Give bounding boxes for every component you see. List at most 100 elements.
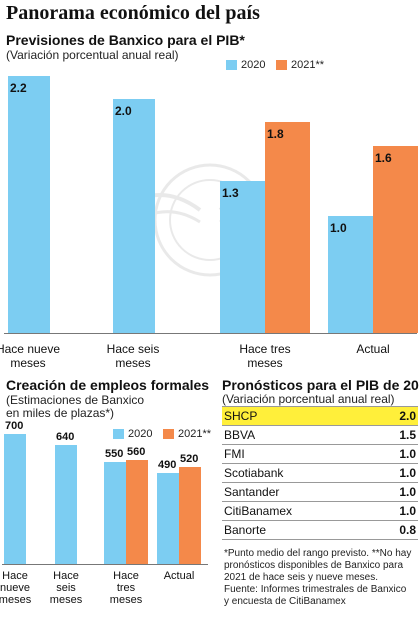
legend-label-2021: 2021** (178, 428, 212, 440)
legend-swatch-2021 (276, 60, 287, 70)
table-row: Scotiabank 1.0 (222, 464, 418, 483)
x-axis (2, 564, 208, 565)
data-label-2021: 560 (127, 445, 146, 458)
data-label-2021: 1.6 (375, 150, 392, 165)
data-label-2020: 490 (158, 458, 177, 471)
data-label-2020: 1.3 (222, 185, 239, 200)
category-label: Hace seis meses (88, 342, 178, 370)
forecast-table: SHCP 2.0 BBVA 1.5 FMI 1.0 Scotiabank 1.0 Santand… (222, 406, 418, 540)
data-label-2020: 640 (56, 430, 75, 443)
legend-swatch-2020 (113, 429, 124, 439)
jobs-legend-2020: 2020 (113, 428, 152, 440)
category-label: Actual (149, 570, 209, 582)
category-label: Actual (328, 342, 418, 356)
category-label-line: meses (0, 594, 32, 606)
category-label-line: meses (49, 594, 83, 606)
category-label: Hace tres meses (220, 342, 310, 370)
bar-2021 (126, 459, 148, 564)
legend-label-2020: 2020 (128, 428, 153, 440)
table-row: BBVA 1.5 (222, 426, 418, 445)
table-top-border (222, 406, 418, 407)
x-axis (4, 333, 417, 334)
footnote-line: y encuesta de CitiBanamex (224, 596, 346, 607)
jobs-chart-subtitle-1: (Estimaciones de Banxico (6, 393, 145, 407)
category-label: Hace seis meses (36, 570, 96, 606)
bar-2021 (179, 467, 201, 564)
gdp-chart-subtitle: (Variación porcentual anual real) (6, 48, 179, 62)
institution-name: FMI (224, 447, 245, 461)
jobs-chart-subtitle-2: en miles de plazas*) (6, 406, 115, 420)
category-label-line: Actual (356, 342, 390, 356)
bar-2021 (373, 145, 418, 333)
table-row: CitiBanamex 1.0 (222, 502, 418, 521)
institution-name: BBVA (224, 428, 256, 442)
category-label-line: meses (109, 594, 143, 606)
category-label-line: Hace tres (239, 342, 291, 356)
gdp-chart-title: Previsiones de Banxico para el PIB* (6, 32, 245, 48)
forecast-table-title: Pronósticos para el PIB de 2020 (222, 377, 419, 393)
institution-name: SHCP (224, 409, 258, 423)
institution-name: Scotiabank (224, 466, 284, 480)
data-label-2020: 1.0 (330, 221, 347, 235)
legend-swatch-2020 (226, 60, 237, 70)
table-row: FMI 1.0 (222, 445, 418, 464)
forecast-value: 2.0 (399, 409, 416, 423)
category-label-line: nueve (0, 582, 30, 594)
jobs-chart-title: Creación de empleos formales (6, 377, 210, 393)
gdp-legend-2020: 2020 (226, 59, 265, 71)
bar-2020 (113, 99, 155, 333)
category-label-line: Hace seis (106, 342, 160, 356)
bar-2020 (8, 75, 50, 333)
bar-2020 (104, 461, 126, 564)
data-label-2020: 2.0 (115, 104, 132, 118)
forecast-value: 1.0 (399, 466, 416, 480)
footnote-line: *Punto medio del rango previsto. **No ha… (224, 548, 412, 559)
category-label-line: meses (247, 356, 283, 370)
category-label-line: tres (116, 582, 136, 594)
category-label: Hace nueve meses (0, 570, 45, 606)
data-label-2021: 1.8 (267, 127, 284, 142)
category-label-line: meses (115, 356, 151, 370)
legend-swatch-2021 (163, 429, 174, 439)
bar-2020 (328, 216, 373, 333)
data-label-2020: 700 (5, 419, 24, 432)
category-label-line: Hace (113, 570, 139, 582)
bar-2020 (220, 180, 265, 333)
data-label-2021: 520 (180, 453, 199, 466)
table-row: Santander 1.0 (222, 483, 418, 502)
category-label: Hace nueve meses (0, 342, 73, 370)
footnote: *Punto medio del rango previsto. **No ha… (224, 548, 418, 608)
category-label-line: Actual (163, 570, 195, 582)
category-label-line: Hace (2, 570, 28, 582)
category-label-line: seis (56, 582, 76, 594)
legend-label-2021: 2021** (291, 59, 325, 71)
data-label-2020: 2.2 (10, 80, 27, 95)
forecast-value: 1.0 (399, 504, 416, 518)
jobs-legend-2021: 2021** (163, 428, 211, 440)
bar-2020 (55, 444, 77, 564)
category-label-line: Hace (53, 570, 79, 582)
footnote-line: pronósticos disponibles de Banxico para (224, 560, 403, 571)
footnote-line: 2021 de hace seis y nueve meses. (224, 572, 378, 583)
institution-name: CitiBanamex (224, 504, 293, 518)
forecast-value: 0.8 (399, 523, 416, 537)
bar-2021 (265, 122, 310, 333)
forecast-table-subtitle: (Variación porcentual anual real) (222, 392, 395, 406)
gdp-forecast-chart: 2.2 Hace nueve meses 2.0 Hace seis meses 1.3 1.… (0, 75, 418, 370)
bar-2020 (157, 472, 179, 564)
table-row: SHCP 2.0 (222, 407, 418, 426)
table-row: Banorte 0.8 (222, 521, 418, 540)
category-label-line: meses (10, 356, 46, 370)
forecast-value: 1.0 (399, 485, 416, 499)
category-label-line: Hace nueve (0, 342, 61, 356)
footnote-line: Fuente: Informes trimestrales de Banxico (224, 584, 407, 595)
category-label: Hace tres meses (96, 570, 156, 606)
bar-2020 (4, 433, 26, 564)
institution-name: Santander (224, 485, 280, 499)
forecast-value: 1.5 (399, 428, 416, 442)
page-headline: Panorama económico del país (6, 2, 260, 24)
institution-name: Banorte (224, 523, 267, 537)
data-label-2020: 550 (105, 447, 124, 460)
gdp-legend-2021: 2021** (276, 59, 324, 71)
